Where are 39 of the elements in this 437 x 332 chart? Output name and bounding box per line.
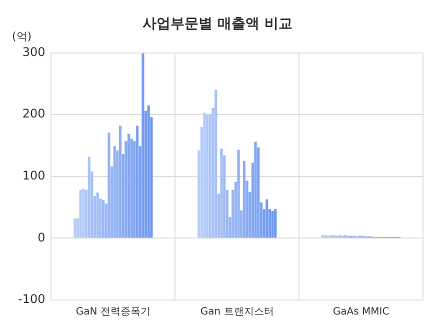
chart-title: 사업부문별 매출액 비교: [142, 16, 292, 32]
bar: [127, 134, 130, 238]
bar: [96, 192, 99, 238]
x-tick-label: GaAs MMIC: [332, 306, 390, 318]
bar: [266, 199, 268, 238]
bar: [142, 53, 144, 238]
bar: [237, 150, 240, 238]
bar: [147, 105, 150, 238]
bar: [274, 209, 277, 238]
y-tick-label: 200: [22, 106, 46, 121]
bar: [254, 142, 257, 238]
bar: [214, 90, 218, 238]
bar: [220, 148, 223, 238]
bar: [74, 218, 76, 238]
bar: [108, 132, 110, 238]
bar: [118, 126, 122, 238]
bar: [242, 160, 246, 238]
bar: [271, 211, 274, 238]
bar: [338, 235, 342, 238]
bar: [88, 156, 90, 238]
bar: [79, 190, 82, 238]
y-tick-label: 100: [22, 168, 46, 183]
bar: [113, 146, 116, 238]
bar: [330, 235, 333, 238]
x-tick-label: Gan 트랜지스터: [200, 306, 274, 318]
y-axis-title: (억): [12, 30, 32, 44]
bar: [136, 126, 139, 238]
bar: [82, 188, 85, 238]
bar: [322, 235, 324, 238]
bar: [332, 235, 336, 238]
y-tick-label: 300: [22, 44, 46, 59]
y-tick-label: 0: [38, 230, 46, 244]
x-tick-label: GaN 전력증폭기: [76, 306, 150, 318]
y-tick-label: -100: [18, 292, 46, 306]
bar: [203, 112, 206, 238]
bar: [324, 235, 327, 238]
bar: [344, 235, 347, 238]
bar: [206, 114, 209, 238]
bar: [102, 200, 105, 238]
